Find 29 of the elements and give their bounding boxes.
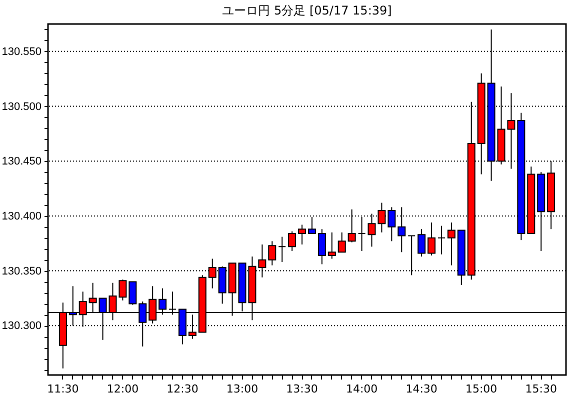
- candlestick: [288, 230, 296, 252]
- x-tick-label: 12:00: [106, 382, 139, 396]
- candlestick: [268, 240, 276, 266]
- x-tick-label: 13:00: [226, 382, 258, 396]
- x-tick-label: 14:30: [406, 382, 438, 396]
- y-tick-label: 130.400: [2, 210, 42, 222]
- x-tick-label: 12:30: [166, 382, 198, 396]
- candlestick: [418, 228, 426, 258]
- y-tick-label: 130.350: [2, 265, 42, 278]
- candlestick: [338, 232, 346, 253]
- candlestick: [447, 222, 456, 266]
- candlestick: [328, 232, 336, 260]
- candlestick: [428, 222, 436, 256]
- x-tick-label: 15:30: [525, 382, 557, 396]
- candlestick: [278, 236, 286, 263]
- x-tick-label: 14:00: [346, 382, 378, 396]
- x-tick-label: 15:00: [465, 382, 498, 396]
- y-tick-label: 130.550: [2, 46, 42, 58]
- candlestick: [318, 228, 326, 265]
- x-tick-label: 11:30: [47, 382, 79, 396]
- chart-title: ユーロ円 5分足 [05/17 15:39]: [222, 3, 392, 18]
- candlestick: [308, 216, 316, 234]
- candlestick: [437, 225, 446, 255]
- x-tick-label: 13:30: [286, 382, 318, 396]
- y-tick-label: 130.300: [2, 320, 42, 332]
- candlestick: [128, 281, 137, 306]
- y-tick-label: 130.450: [2, 156, 42, 168]
- y-tick-label: 130.500: [2, 100, 42, 113]
- candlestick: [298, 224, 306, 245]
